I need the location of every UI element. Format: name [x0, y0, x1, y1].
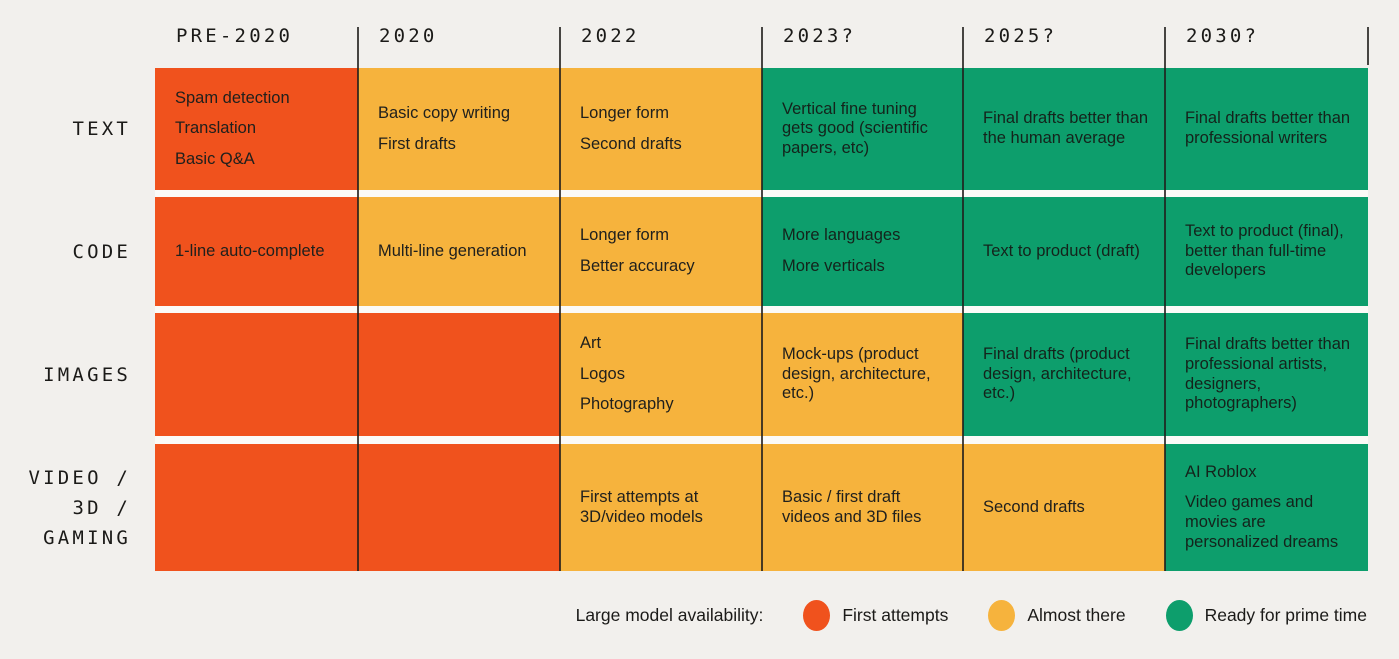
cell-item: Mock-ups (product design, architecture, …	[782, 345, 931, 403]
cell-item: Second drafts	[983, 497, 1085, 516]
table-row: First attempts at 3D/video models Basic /…	[155, 444, 1368, 571]
legend: Large model availability: First attempts…	[576, 599, 1367, 632]
column-divider-line	[559, 27, 561, 571]
cell-item: Video games and movies are personalized …	[1185, 493, 1339, 551]
matrix-cell: AI Roblox Video games and movies are pers…	[1165, 444, 1368, 571]
legend-item-label: First attempts	[842, 605, 949, 625]
cell-item: Basic copy writing	[378, 103, 511, 122]
matrix-cell: First attempts at 3D/video models	[560, 444, 762, 571]
cell-item: Logos	[580, 364, 625, 383]
row-label: TEXT	[72, 118, 131, 140]
legend-item: First attempts	[803, 600, 948, 631]
matrix-cell	[155, 444, 358, 571]
matrix-cell	[358, 313, 560, 436]
matrix-cell: Art Logos Photography	[560, 313, 762, 436]
header-tick-line	[1367, 27, 1369, 65]
matrix-cell: Spam detection Translation Basic Q&A	[155, 68, 358, 190]
cell-item: 1-line auto-complete	[175, 241, 325, 260]
matrix-cell: Final drafts (product design, architectu…	[963, 313, 1165, 436]
row-label: CODE	[72, 240, 131, 263]
matrix-cell: Second drafts	[963, 444, 1165, 571]
cell-item: Final drafts better than the human avera…	[983, 109, 1149, 147]
matrix-cell: More languages More verticals	[762, 197, 963, 306]
cell-item: Second drafts	[580, 134, 682, 153]
column-divider-line	[962, 27, 964, 571]
matrix-cell: Longer form Better accuracy	[560, 197, 762, 306]
row-label: IMAGES	[43, 363, 131, 386]
cell-item: Final drafts better than professional ar…	[1185, 335, 1351, 413]
cell-item: Multi-line generation	[378, 241, 527, 260]
legend-dot-green	[1165, 600, 1193, 631]
matrix-cell: Final drafts better than professional ar…	[1165, 313, 1368, 436]
row-label: VIDEO / 3D / GAMING	[28, 466, 131, 549]
column-divider-line	[357, 27, 359, 571]
cell-item: Basic Q&A	[175, 149, 255, 168]
matrix-cell: Final drafts better than the human avera…	[963, 68, 1165, 190]
cell-item: Spam detection	[175, 88, 290, 107]
cell-item: Longer form	[580, 103, 669, 122]
cell-item: Longer form	[580, 226, 669, 245]
legend-dot-orange	[803, 600, 831, 631]
matrix-cell: Text to product (draft)	[963, 197, 1165, 306]
cell-item: Art	[580, 334, 602, 353]
column-divider-line	[761, 27, 763, 571]
column-header: 2030?	[1186, 25, 1260, 47]
matrix-cell	[155, 313, 358, 436]
cell-item: AI Roblox	[1185, 462, 1257, 481]
cell-item: Translation	[175, 119, 257, 138]
column-divider-line	[1164, 27, 1166, 571]
cell-item: Vertical fine tuning gets good (scientif…	[782, 99, 928, 157]
table-row: Art Logos Photography Mock-ups (product des…	[155, 313, 1368, 436]
matrix-cell: Final drafts better than professional wr…	[1165, 68, 1368, 190]
matrix-cell: Basic copy writing First drafts	[358, 68, 560, 190]
cell-item: Text to product (draft)	[983, 241, 1140, 260]
cell-item: More verticals	[782, 257, 885, 275]
matrix-cell: Basic / first draft videos and 3D files	[762, 444, 963, 571]
matrix-cell: Multi-line generation	[358, 197, 560, 306]
legend-item: Ready for prime time	[1165, 600, 1367, 631]
cell-item: Final drafts better than professional wr…	[1185, 109, 1351, 147]
legend-title: Large model availability:	[575, 605, 764, 625]
column-header: 2020	[379, 25, 438, 47]
cell-item: First attempts at 3D/video models	[580, 487, 703, 526]
cell-item: More languages	[782, 226, 901, 245]
matrix-cell: Vertical fine tuning gets good (scientif…	[762, 68, 963, 190]
cell-item: Text to product (final), better than ful…	[1185, 222, 1344, 280]
column-header: 2025?	[984, 25, 1058, 47]
cell-item: Basic / first draft videos and 3D files	[782, 487, 922, 526]
table-row: 1-line auto-complete Multi-line generatio…	[155, 197, 1368, 306]
column-header: 2023?	[783, 25, 857, 47]
matrix-cell: 1-line auto-complete	[155, 197, 358, 306]
matrix-cell	[358, 444, 560, 571]
legend-dot-yellow	[988, 600, 1016, 631]
matrix-cell: Mock-ups (product design, architecture, …	[762, 313, 963, 436]
table-row: Spam detection Translation Basic Q&A Basic …	[155, 68, 1368, 190]
legend-item: Almost there	[988, 600, 1126, 631]
cell-item: First drafts	[378, 134, 456, 153]
matrix-cell: Text to product (final), better than ful…	[1165, 197, 1368, 306]
column-header: PRE-2020	[176, 25, 294, 47]
cell-item: Better accuracy	[580, 257, 695, 275]
cell-item: Photography	[580, 395, 674, 414]
matrix-cell: Longer form Second drafts	[560, 68, 762, 190]
column-header: 2022	[581, 25, 640, 47]
legend-item-label: Almost there	[1027, 605, 1126, 625]
cell-item: Final drafts (product design, architectu…	[983, 345, 1132, 403]
legend-item-label: Ready for prime time	[1204, 605, 1367, 625]
